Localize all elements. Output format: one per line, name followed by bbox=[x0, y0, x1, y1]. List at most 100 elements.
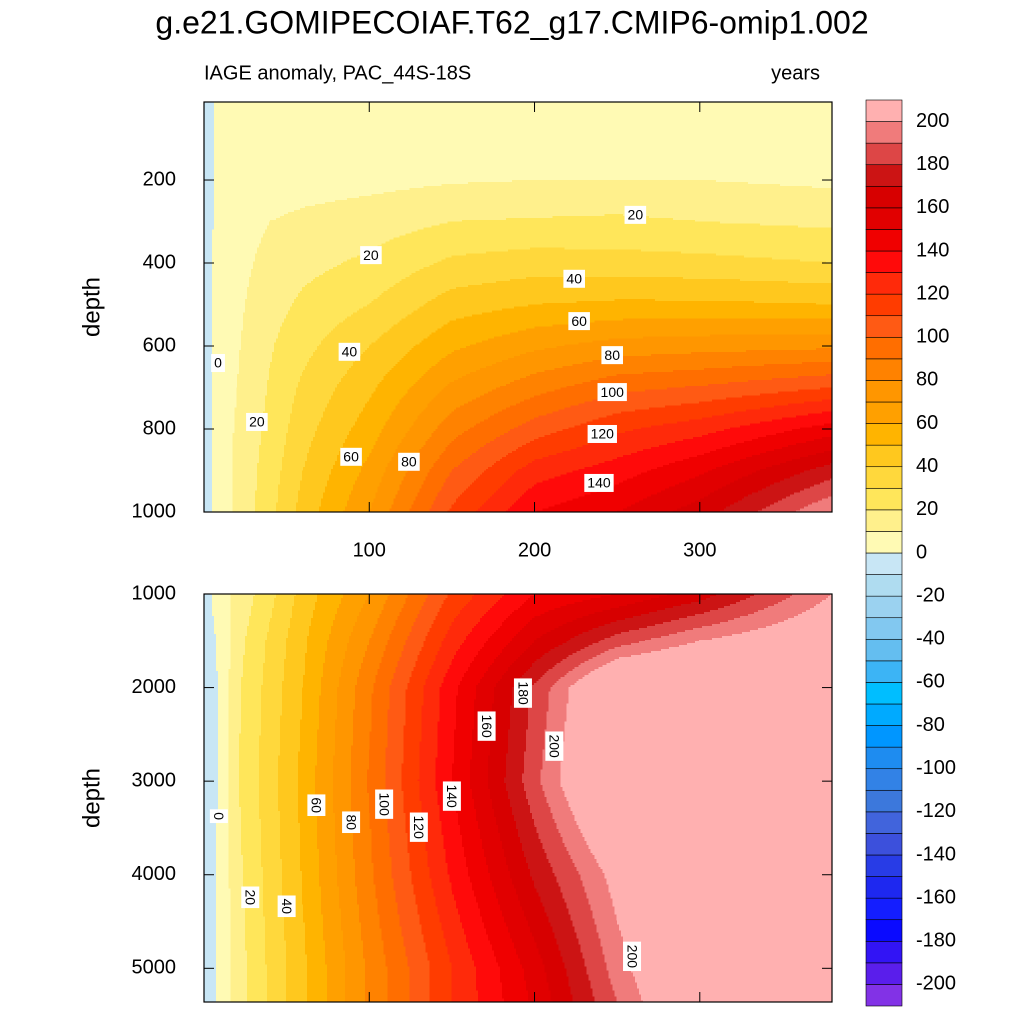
contour-label: 80 bbox=[601, 346, 623, 364]
contour-cell bbox=[270, 594, 304, 641]
contour-label-text: 20 bbox=[249, 414, 265, 430]
contour-cell bbox=[700, 102, 833, 139]
contour-cell bbox=[369, 180, 452, 222]
contour-cell bbox=[369, 263, 452, 305]
contour-cell bbox=[700, 594, 833, 641]
contour-label-text: 120 bbox=[591, 426, 615, 442]
contour-cell bbox=[535, 139, 618, 181]
contour-cell bbox=[303, 388, 370, 430]
contour-cell bbox=[270, 139, 304, 181]
contour-label: 100 bbox=[598, 383, 627, 401]
contour-cell bbox=[617, 429, 700, 471]
contour-label-text: 40 bbox=[342, 344, 358, 360]
y-tick-label: 1000 bbox=[132, 500, 177, 522]
contour-label: 20 bbox=[625, 206, 647, 224]
contour-cell bbox=[303, 594, 370, 641]
contour-cell bbox=[452, 139, 535, 181]
x-tick-label: 300 bbox=[683, 539, 716, 561]
contour-cell bbox=[452, 102, 535, 139]
y-tick-label: 600 bbox=[143, 334, 176, 356]
contour-cell bbox=[617, 594, 700, 641]
contour-cell bbox=[617, 346, 700, 388]
contour-cell bbox=[535, 222, 618, 264]
subtitle-left: IAGE anomaly, PAC_44S-18S bbox=[204, 62, 471, 84]
contour-cell bbox=[303, 641, 370, 688]
contour-cell bbox=[535, 102, 618, 139]
contour-cell bbox=[303, 305, 370, 347]
contour-cell bbox=[369, 305, 452, 347]
contour-cell bbox=[303, 180, 370, 222]
contour-label: 20 bbox=[246, 413, 268, 431]
contour-label-text: 140 bbox=[587, 475, 611, 491]
contour-cell bbox=[237, 594, 271, 641]
contour-cell bbox=[221, 305, 238, 347]
contour-cell bbox=[452, 346, 535, 388]
contour-cell bbox=[270, 471, 304, 513]
contour-cell bbox=[369, 641, 452, 688]
contour-cell bbox=[700, 305, 833, 347]
contour-cell bbox=[270, 263, 304, 305]
contour-label: 140 bbox=[584, 474, 613, 492]
y-tick-label: 800 bbox=[143, 417, 176, 439]
contour-cell bbox=[700, 346, 833, 388]
contour-cell bbox=[270, 429, 304, 471]
contour-cell bbox=[237, 139, 271, 181]
contour-cell bbox=[369, 139, 452, 181]
figure-title: g.e21.GOMIPECOIAF.T62_g17.CMIP6-omip1.00… bbox=[155, 4, 868, 40]
contour-cell bbox=[204, 429, 221, 471]
contour-cell bbox=[237, 222, 271, 264]
contour-label-text: 80 bbox=[604, 347, 620, 363]
contour-cell bbox=[270, 346, 304, 388]
contour-cell bbox=[303, 263, 370, 305]
contour-cell bbox=[303, 222, 370, 264]
contour-cell bbox=[221, 471, 238, 513]
contour-cell bbox=[303, 471, 370, 513]
contour-cell bbox=[237, 346, 271, 388]
contour-cell bbox=[617, 139, 700, 181]
contour-label: 60 bbox=[568, 312, 590, 330]
contour-cell bbox=[204, 222, 221, 264]
contour-cell bbox=[237, 263, 271, 305]
contour-cell bbox=[369, 594, 452, 641]
contour-cell bbox=[617, 102, 700, 139]
contour-label: 60 bbox=[340, 448, 362, 466]
contour-cell bbox=[204, 139, 221, 181]
contour-cell bbox=[452, 222, 535, 264]
contour-cell bbox=[237, 471, 271, 513]
contour-cell bbox=[700, 471, 833, 513]
contour-label-text: 60 bbox=[571, 313, 587, 329]
contour-cell bbox=[237, 305, 271, 347]
contour-cell bbox=[369, 471, 452, 513]
contour-label: 40 bbox=[339, 343, 361, 361]
contour-label-text: 0 bbox=[214, 355, 222, 371]
contour-cell bbox=[617, 305, 700, 347]
contour-cell bbox=[221, 429, 238, 471]
contour-cell bbox=[270, 388, 304, 430]
contour-cell bbox=[270, 102, 304, 139]
contour-cell bbox=[270, 641, 304, 688]
contour-cell bbox=[617, 388, 700, 430]
contour-cell bbox=[221, 222, 238, 264]
contour-cell bbox=[617, 471, 700, 513]
contour-cell bbox=[700, 180, 833, 222]
contour-cell bbox=[221, 263, 238, 305]
contour-label-text: 100 bbox=[601, 384, 625, 400]
contour-cell bbox=[204, 263, 221, 305]
contour-label: 0 bbox=[211, 354, 225, 372]
contour-cell bbox=[535, 594, 618, 641]
contour-cell bbox=[303, 139, 370, 181]
x-tick-label: 100 bbox=[353, 539, 386, 561]
contour-cell bbox=[452, 429, 535, 471]
contour-cell bbox=[452, 388, 535, 430]
contour-cell bbox=[204, 102, 221, 139]
contour-field bbox=[204, 102, 833, 513]
contour-cell bbox=[700, 139, 833, 181]
contour-cell bbox=[452, 263, 535, 305]
contour-label: 40 bbox=[563, 270, 585, 288]
contour-cell bbox=[535, 180, 618, 222]
contour-cell bbox=[700, 388, 833, 430]
contour-cell bbox=[369, 102, 452, 139]
contour-label-text: 40 bbox=[566, 270, 582, 286]
